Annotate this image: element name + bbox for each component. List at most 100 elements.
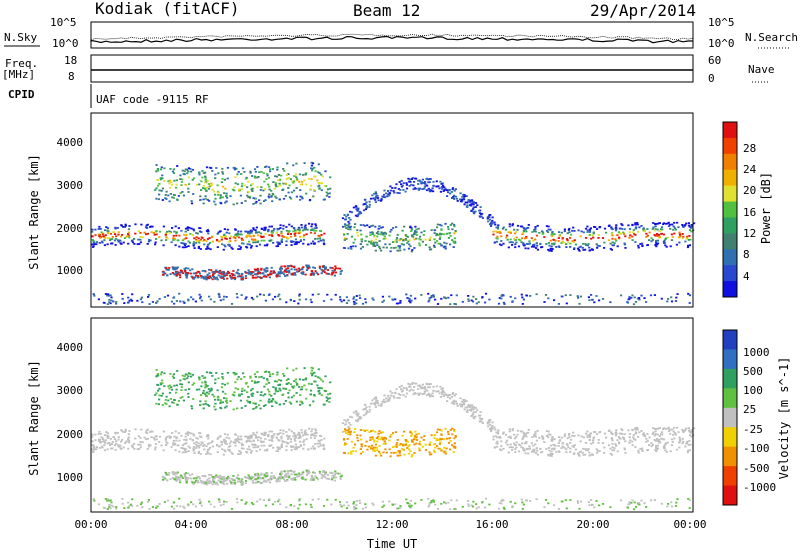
range-cell bbox=[243, 376, 246, 378]
range-cell bbox=[134, 232, 137, 235]
range-cell bbox=[417, 394, 420, 396]
range-cell bbox=[278, 243, 281, 245]
range-cell bbox=[124, 224, 127, 227]
range-cell bbox=[174, 268, 177, 271]
range-cell bbox=[646, 433, 649, 435]
range-cell bbox=[265, 383, 268, 385]
range-cell bbox=[334, 271, 338, 274]
range-cell bbox=[461, 195, 464, 198]
range-cell bbox=[226, 277, 229, 280]
range-cell bbox=[432, 385, 435, 388]
station-title: Kodiak (fitACF) bbox=[95, 0, 240, 18]
range-cell bbox=[687, 449, 690, 452]
range-cell bbox=[185, 276, 188, 279]
range-cell bbox=[525, 237, 528, 240]
range-cell bbox=[545, 430, 548, 432]
range-cell bbox=[424, 443, 427, 446]
range-cell bbox=[158, 435, 162, 438]
range-cell bbox=[609, 506, 612, 509]
range-cell bbox=[108, 499, 111, 502]
range-cell bbox=[577, 248, 580, 251]
range-cell bbox=[324, 472, 327, 475]
range-cell bbox=[687, 497, 690, 500]
range-cell bbox=[285, 240, 288, 243]
range-cell bbox=[192, 482, 195, 485]
range-cell bbox=[288, 435, 291, 437]
range-cell bbox=[687, 444, 690, 446]
range-cell bbox=[433, 451, 436, 453]
range-cell bbox=[522, 448, 525, 451]
range-cell bbox=[380, 233, 383, 236]
range-cell bbox=[396, 234, 399, 236]
range-cell bbox=[192, 241, 195, 243]
range-cell bbox=[278, 403, 281, 406]
range-cell bbox=[507, 436, 510, 439]
range-cell bbox=[529, 500, 532, 502]
range-cell bbox=[279, 503, 282, 506]
range-cell bbox=[131, 293, 134, 296]
range-cell bbox=[286, 470, 290, 472]
range-cell bbox=[298, 378, 302, 381]
range-cell bbox=[252, 433, 255, 436]
range-cell bbox=[265, 481, 268, 483]
range-cell bbox=[252, 446, 255, 449]
range-cell bbox=[569, 294, 572, 296]
range-cell bbox=[405, 388, 408, 391]
range-cell bbox=[527, 429, 530, 431]
range-cell bbox=[687, 224, 691, 227]
range-cell bbox=[229, 400, 232, 402]
range-cell bbox=[323, 184, 326, 187]
range-cell bbox=[251, 175, 254, 177]
range-cell bbox=[348, 422, 351, 424]
range-cell bbox=[167, 385, 170, 388]
range-cell bbox=[160, 444, 163, 447]
range-cell bbox=[673, 426, 676, 429]
range-cell bbox=[205, 278, 208, 281]
range-cell bbox=[280, 241, 283, 243]
range-cell bbox=[388, 194, 391, 197]
range-cell bbox=[103, 239, 106, 241]
range-cell bbox=[278, 178, 282, 181]
range-cell bbox=[280, 240, 283, 242]
range-cell bbox=[179, 383, 182, 385]
range-cell bbox=[241, 477, 244, 480]
range-cell bbox=[438, 443, 441, 445]
range-cell bbox=[260, 239, 263, 242]
range-cell bbox=[449, 508, 452, 511]
range-cell bbox=[398, 239, 401, 242]
range-cell bbox=[250, 389, 253, 392]
range-cell bbox=[226, 433, 229, 436]
range-cell bbox=[206, 434, 209, 436]
range-cell bbox=[260, 432, 263, 435]
range-cell bbox=[686, 246, 690, 249]
range-cell bbox=[378, 247, 382, 250]
range-cell bbox=[373, 235, 376, 238]
range-cell bbox=[667, 221, 670, 224]
range-cell bbox=[633, 233, 636, 235]
range-cell bbox=[232, 371, 235, 374]
range-cell bbox=[268, 293, 271, 296]
range-cell bbox=[492, 435, 495, 438]
range-cell bbox=[377, 230, 380, 233]
range-cell bbox=[662, 445, 665, 448]
power-panel: 1000 2000 3000 4000 Slant Range [km] 4 8… bbox=[27, 112, 773, 308]
range-cell bbox=[185, 442, 188, 445]
range-cell bbox=[535, 234, 538, 237]
range-cell bbox=[281, 189, 284, 191]
range-cell bbox=[218, 435, 221, 438]
range-cell bbox=[410, 455, 413, 458]
range-cell bbox=[248, 437, 251, 440]
range-cell bbox=[371, 502, 374, 505]
range-cell bbox=[388, 192, 391, 194]
range-cell bbox=[146, 223, 149, 226]
range-cell bbox=[378, 445, 381, 447]
range-cell bbox=[267, 479, 270, 482]
range-cell bbox=[314, 224, 318, 227]
range-cell bbox=[329, 266, 332, 269]
range-cell bbox=[440, 186, 443, 189]
range-cell bbox=[200, 299, 203, 302]
range-cell bbox=[424, 449, 428, 451]
range-cell bbox=[225, 238, 228, 240]
range-cell bbox=[376, 449, 379, 451]
range-cell bbox=[275, 450, 278, 453]
